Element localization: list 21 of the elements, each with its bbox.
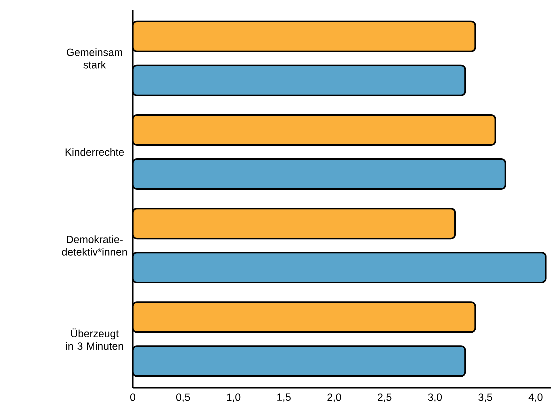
x-tick-label: 3,5 bbox=[478, 394, 492, 402]
bar bbox=[133, 346, 466, 378]
y-tick-label: Überzeugt in 3 Minuten bbox=[66, 328, 124, 350]
x-tick-label: 1,5 bbox=[278, 394, 291, 402]
bar bbox=[133, 252, 547, 284]
bar bbox=[133, 158, 506, 190]
x-tick-label: 2,5 bbox=[378, 394, 392, 402]
x-tick-label: 4,0 bbox=[528, 394, 543, 402]
bar bbox=[133, 20, 476, 52]
x-tick-label: 0 bbox=[130, 394, 136, 402]
bar bbox=[133, 114, 496, 146]
y-tick-label: Kinderrechte bbox=[66, 148, 124, 156]
bar bbox=[133, 302, 476, 334]
x-tick-label: 1,0 bbox=[227, 394, 241, 402]
x-tick-label: 0,5 bbox=[176, 394, 190, 402]
y-tick-label: Demokratie-detektiv*innen bbox=[62, 236, 128, 256]
y-tick-label: Gemeinsam stark bbox=[67, 48, 122, 69]
bar bbox=[133, 208, 456, 240]
x-tick-label: 2,0 bbox=[328, 394, 342, 402]
bar bbox=[133, 64, 466, 96]
x-tick-label: 3,0 bbox=[428, 394, 442, 402]
